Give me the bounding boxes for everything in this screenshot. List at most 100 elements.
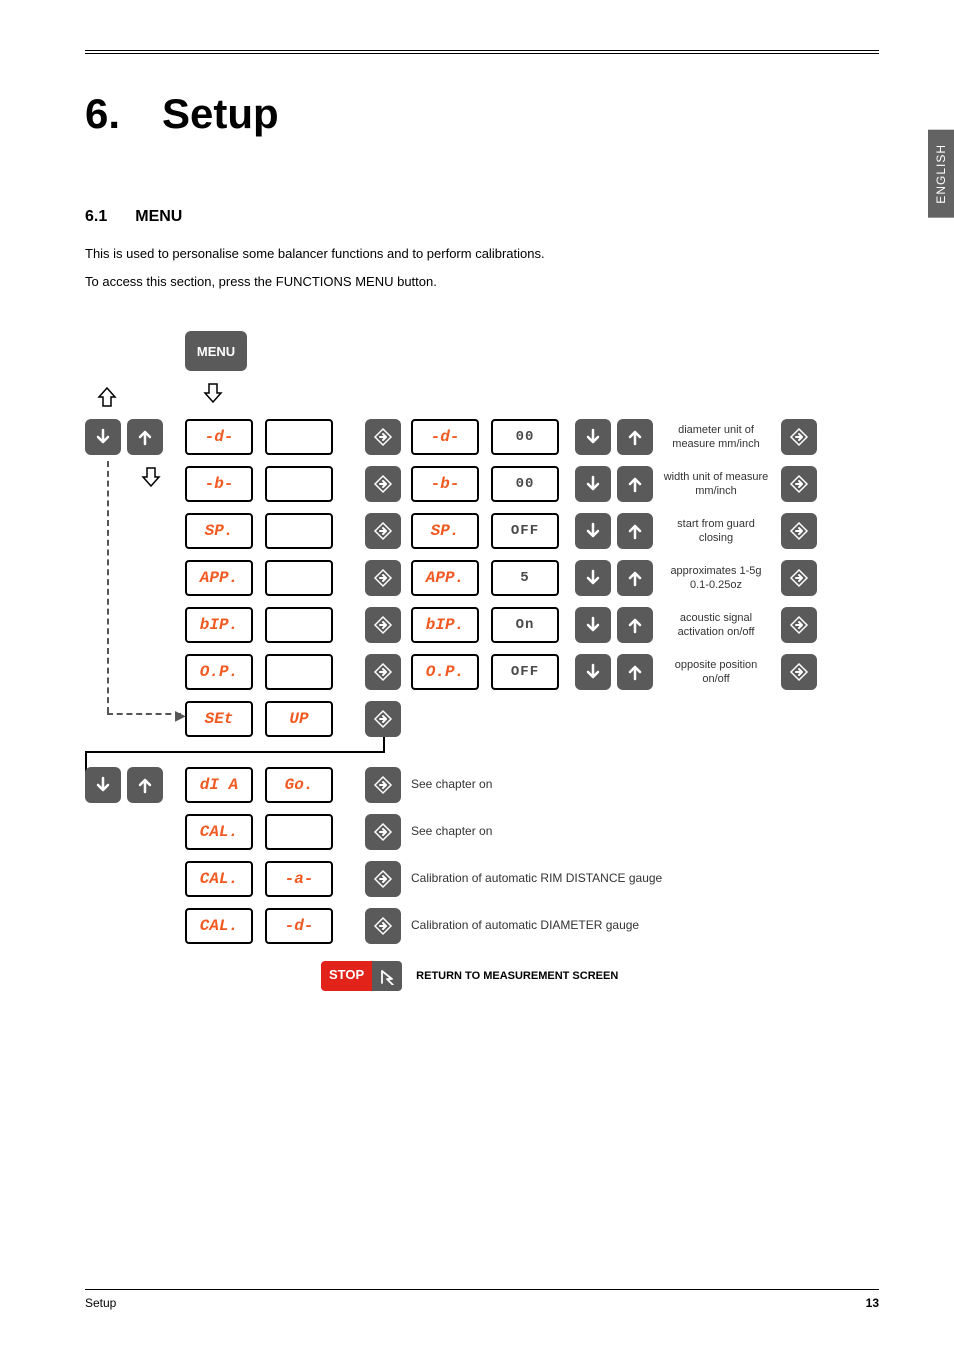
section-heading: 6.1 MENU <box>85 208 879 226</box>
enter-button[interactable] <box>365 814 401 850</box>
down-button[interactable] <box>85 419 121 455</box>
disp-val: 00 <box>491 419 559 455</box>
disp-val: OFF <box>491 654 559 690</box>
connector <box>383 737 385 751</box>
confirm-button[interactable] <box>781 607 817 643</box>
disp-code2: -b- <box>411 466 479 502</box>
enter-button[interactable] <box>365 513 401 549</box>
down-button[interactable] <box>575 654 611 690</box>
footer-left: Setup <box>85 1296 116 1310</box>
row-desc: acoustic signal activation on/off <box>661 607 771 643</box>
cal-row-text: See chapter on <box>411 777 492 791</box>
down-button[interactable] <box>575 466 611 502</box>
disp-code2: bIP. <box>411 607 479 643</box>
disp-blank <box>265 607 333 643</box>
disp-blank <box>265 419 333 455</box>
page-footer: Setup 13 <box>85 1289 879 1310</box>
disp-code: SP. <box>185 513 253 549</box>
intro-line-2: To access this section, press the FUNCTI… <box>85 272 879 292</box>
stop-button[interactable]: STOP <box>321 961 402 991</box>
down-button[interactable] <box>575 419 611 455</box>
dashed-horiz <box>107 713 181 715</box>
disp-code: O.P. <box>185 654 253 690</box>
disp-blank <box>265 466 333 502</box>
confirm-button[interactable] <box>781 419 817 455</box>
confirm-button[interactable] <box>781 654 817 690</box>
up-button[interactable] <box>127 767 163 803</box>
disp-code: APP. <box>185 560 253 596</box>
enter-button[interactable] <box>365 607 401 643</box>
disp-blank <box>265 560 333 596</box>
row-desc: diameter unit of measure mm/inch <box>661 419 771 455</box>
outline-down-arrow-2-icon <box>139 465 163 489</box>
section-title: MENU <box>135 208 182 226</box>
disp-cal1-a: dI A <box>185 767 253 803</box>
up-button[interactable] <box>617 560 653 596</box>
disp-val: 5 <box>491 560 559 596</box>
disp-val: OFF <box>491 513 559 549</box>
up-button[interactable] <box>617 466 653 502</box>
disp-cal2-a: CAL. <box>185 814 253 850</box>
row-desc: width unit of measure mm/inch <box>661 466 771 502</box>
cal-row-text: Calibration of automatic DIAMETER gauge <box>411 918 639 932</box>
section-number: 6.1 <box>85 208 107 226</box>
outline-down-arrow-icon <box>201 381 225 405</box>
up-button[interactable] <box>127 419 163 455</box>
up-button[interactable] <box>617 513 653 549</box>
up-button[interactable] <box>617 419 653 455</box>
connector <box>85 751 385 753</box>
dashed-guide <box>107 461 109 713</box>
intro-line-1: This is used to personalise some balance… <box>85 244 879 264</box>
outline-up-arrow-icon <box>95 385 119 409</box>
enter-button[interactable] <box>365 861 401 897</box>
enter-button[interactable] <box>365 560 401 596</box>
footer-page: 13 <box>866 1296 879 1310</box>
menu-button[interactable]: MENU <box>185 331 247 371</box>
cursor-back-icon <box>372 961 402 991</box>
disp-cal3-a: CAL. <box>185 861 253 897</box>
disp-code2: APP. <box>411 560 479 596</box>
page-title: 6. Setup <box>85 90 879 138</box>
disp-blank <box>265 513 333 549</box>
disp-code2: O.P. <box>411 654 479 690</box>
top-rule <box>85 50 879 54</box>
disp-val: On <box>491 607 559 643</box>
confirm-button[interactable] <box>781 513 817 549</box>
disp-cal4-a: CAL. <box>185 908 253 944</box>
down-button[interactable] <box>575 560 611 596</box>
disp-code: -d- <box>185 419 253 455</box>
disp-cal2-b <box>265 814 333 850</box>
row-desc: approximates 1-5g 0.1-0.25oz <box>661 560 771 596</box>
stop-label: STOP <box>321 961 372 991</box>
down-button[interactable] <box>575 513 611 549</box>
disp-val: 00 <box>491 466 559 502</box>
row-desc: start from guard closing <box>661 513 771 549</box>
confirm-button[interactable] <box>781 466 817 502</box>
cal-row-text: See chapter on <box>411 824 492 838</box>
disp-blank <box>265 654 333 690</box>
enter-button[interactable] <box>365 908 401 944</box>
up-button[interactable] <box>617 654 653 690</box>
enter-button[interactable] <box>365 767 401 803</box>
disp-code2: SP. <box>411 513 479 549</box>
enter-button[interactable] <box>365 654 401 690</box>
disp-setup-right: UP <box>265 701 333 737</box>
enter-button[interactable] <box>365 701 401 737</box>
down-button[interactable] <box>85 767 121 803</box>
down-button[interactable] <box>575 607 611 643</box>
enter-button[interactable] <box>365 466 401 502</box>
up-button[interactable] <box>617 607 653 643</box>
menu-diagram: MENU ▶ -d- -d- 00 diameter unit of measu… <box>85 331 875 971</box>
disp-code: bIP. <box>185 607 253 643</box>
language-tab: ENGLISH <box>928 130 954 218</box>
return-text: RETURN TO MEASUREMENT SCREEN <box>416 970 618 982</box>
row-desc: opposite position on/off <box>661 654 771 690</box>
disp-setup-left: SEt <box>185 701 253 737</box>
disp-code: -b- <box>185 466 253 502</box>
disp-code2: -d- <box>411 419 479 455</box>
disp-cal3-b: -a- <box>265 861 333 897</box>
confirm-button[interactable] <box>781 560 817 596</box>
disp-cal1-b: Go. <box>265 767 333 803</box>
cal-row-text: Calibration of automatic RIM DISTANCE ga… <box>411 871 662 885</box>
enter-button[interactable] <box>365 419 401 455</box>
